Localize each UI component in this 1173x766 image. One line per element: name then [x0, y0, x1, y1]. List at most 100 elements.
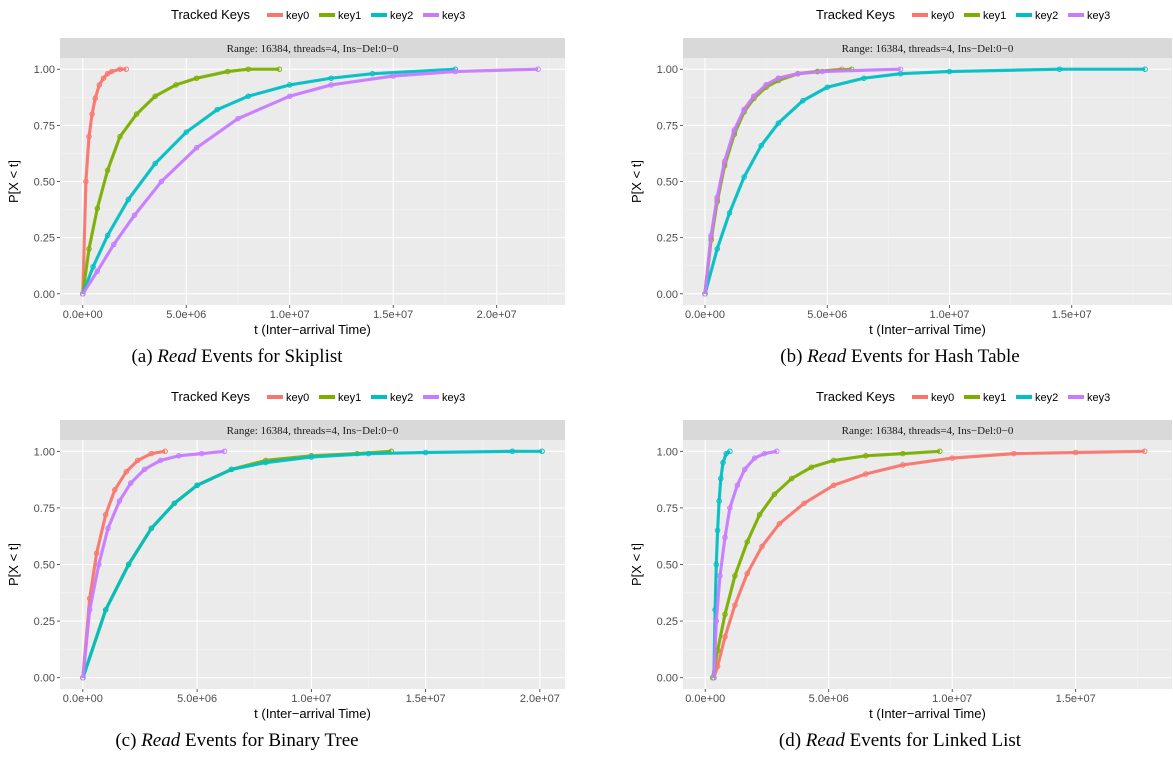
data-point-key2 — [369, 70, 376, 77]
y-tick-label: 0.50 — [34, 560, 55, 572]
x-axis-label: t (Inter−arrival Time) — [869, 322, 986, 337]
caption-prefix: (b) — [780, 346, 807, 367]
x-tick-label: 1.5e+07 — [406, 693, 446, 705]
fit-line-key3 — [82, 450, 225, 678]
data-point-key2 — [775, 120, 782, 126]
data-point-key3 — [751, 455, 758, 461]
caption-rest: Events for Skiplist — [196, 346, 343, 367]
x-tick-label: 1.0e+07 — [270, 309, 310, 321]
legend-label-key2: key2 — [390, 10, 413, 22]
data-point-key3 — [157, 457, 164, 464]
data-point-key0 — [1142, 448, 1148, 455]
x-axis-label: t (Inter−arrival Time) — [254, 322, 371, 337]
data-point-key0 — [92, 95, 98, 102]
data-point-key2 — [148, 525, 155, 532]
data-point-key2 — [716, 498, 722, 504]
y-tick-label: 1.00 — [34, 64, 55, 76]
data-point-key2 — [714, 527, 721, 534]
x-tick-label: 1.5e+07 — [373, 309, 413, 321]
x-tick-label: 0.0e+00 — [685, 309, 725, 321]
data-point-key3 — [761, 450, 768, 457]
data-point-key0 — [102, 511, 109, 518]
x-tick-label: 5.0e+06 — [177, 693, 217, 705]
fit-line-key3 — [82, 68, 539, 295]
data-point-key3 — [714, 194, 720, 200]
fit-line-key1 — [82, 68, 280, 294]
caption-emph: Read — [156, 346, 197, 367]
data-point-key3 — [774, 448, 780, 455]
data-point-key2 — [509, 448, 516, 455]
y-axis-label: P[X < t] — [6, 160, 21, 203]
x-tick-label: 5.0e+06 — [809, 693, 849, 705]
data-point-key2 — [539, 448, 545, 455]
data-point-key1 — [732, 573, 738, 579]
legend-label-key0: key0 — [286, 10, 309, 22]
x-axis-label: t (Inter−arrival Time) — [254, 706, 371, 721]
legend: Tracked Keys key0 key1 key2 key3 — [816, 7, 1110, 22]
legend: Tracked Keys key0 key1 key2 key3 — [816, 389, 1110, 404]
y-tick-label: 0.75 — [657, 503, 678, 515]
data-point-key0 — [949, 455, 955, 461]
data-point-key0 — [104, 70, 111, 77]
figure-caption: (b) Read Events for Hash Table — [780, 346, 1019, 367]
legend-label-key2: key2 — [1035, 10, 1058, 22]
data-point-key2 — [102, 607, 109, 613]
caption-rest: Events for Hash Table — [846, 346, 1020, 367]
data-point-key2 — [714, 246, 720, 252]
data-point-key2 — [727, 448, 733, 455]
caption-emph: Read — [140, 730, 181, 751]
x-tick-label: 2.0e+07 — [520, 693, 560, 705]
data-point-key0 — [134, 457, 141, 464]
chart-panel-2: Tracked Keys key0 key1 key2 key3 Range: 16384… — [6, 389, 565, 751]
y-tick-label: 0.25 — [34, 233, 55, 245]
data-point-key3 — [727, 505, 733, 511]
data-point-key3 — [734, 482, 741, 489]
data-point-key3 — [731, 127, 738, 133]
data-point-key2 — [308, 454, 315, 460]
legend: Tracked Keys key0 key1 key2 key3 — [171, 389, 465, 404]
data-point-key1 — [788, 475, 795, 482]
data-point-key3 — [198, 450, 205, 457]
data-point-key2 — [245, 93, 252, 99]
data-point-key1 — [117, 133, 123, 140]
data-point-key3 — [116, 498, 123, 504]
data-point-key2 — [741, 174, 747, 180]
legend-title: Tracked Keys — [816, 7, 895, 22]
data-point-key0 — [744, 570, 750, 577]
data-point-key1 — [133, 111, 140, 117]
data-point-key0 — [1072, 449, 1079, 456]
data-point-key2 — [214, 106, 221, 113]
data-point-key3 — [128, 480, 134, 486]
data-point-key1 — [722, 611, 728, 618]
legend-label-key0: key0 — [931, 392, 954, 404]
series-group — [80, 448, 545, 681]
x-tick-label: 1.0e+07 — [929, 309, 969, 321]
gridlines — [683, 440, 1172, 689]
data-point-key0 — [112, 487, 118, 493]
data-point-key3 — [741, 106, 747, 113]
legend-label-key3: key3 — [1087, 392, 1110, 404]
x-tick-label: 5.0e+06 — [807, 309, 847, 321]
fit-line-key1 — [712, 450, 940, 678]
legend-label-key2: key2 — [1035, 392, 1058, 404]
facet-strip — [683, 38, 1172, 58]
data-point-key3 — [141, 466, 148, 473]
data-point-key1 — [830, 457, 837, 464]
x-tick-label: 2.0e+07 — [477, 309, 517, 321]
data-point-key2 — [718, 475, 724, 482]
data-point-key1 — [771, 491, 778, 498]
x-tick-label: 1.0e+07 — [932, 693, 972, 705]
legend-label-key1: key1 — [983, 392, 1006, 404]
facet-strip — [60, 38, 565, 58]
fit-line-key2 — [82, 450, 543, 678]
data-point-key1 — [937, 448, 943, 455]
y-tick-label: 1.00 — [657, 64, 678, 76]
x-tick-label: 1.0e+07 — [291, 693, 331, 705]
data-point-key2 — [713, 561, 720, 568]
data-point-key0 — [89, 111, 95, 117]
data-point-key3 — [763, 82, 769, 88]
data-point-key3 — [94, 268, 101, 275]
fit-line-key0 — [82, 450, 166, 678]
data-point-key2 — [228, 466, 235, 473]
figure-caption: (c) Read Events for Binary Tree — [115, 730, 358, 751]
